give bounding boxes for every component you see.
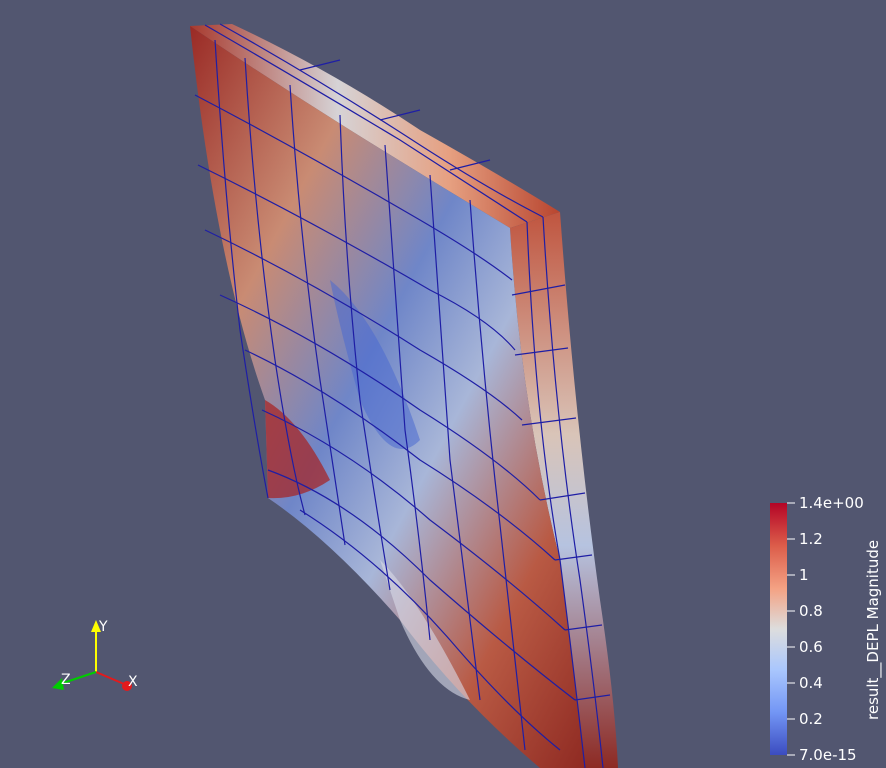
scalar-bar-title: result__DEPL Magnitude — [864, 540, 883, 720]
scalar-bar-tick-label: 1.2 — [799, 530, 823, 548]
scalar-bar-gradient — [770, 503, 787, 755]
mesh-top-edges — [204, 23, 544, 223]
scalar-bar-tick-label: 1 — [799, 566, 809, 584]
x-axis-arrow-icon — [122, 681, 132, 691]
deformed-mesh[interactable] — [190, 23, 618, 768]
scalar-bar-tick-label: 7.0e-15 — [799, 746, 857, 764]
mesh-shade-red-left — [265, 400, 330, 499]
scalar-bar[interactable]: 1.4e+00 1.2 1 0.8 0.6 0.4 0.2 7.0e-15 re… — [770, 494, 883, 764]
scalar-bar-ticks — [787, 502, 795, 756]
scalar-bar-tick-label: 0.8 — [799, 602, 823, 620]
z-axis-label: Z — [61, 672, 71, 688]
mesh-top-face — [190, 24, 560, 228]
z-axis-arrow-icon — [52, 678, 64, 690]
scalar-bar-tick-label: 0.2 — [799, 710, 823, 728]
mesh-edges — [194, 39, 576, 751]
y-axis-arrow-icon — [91, 620, 101, 632]
mesh-shade-white-bottom — [380, 560, 470, 700]
scalar-bar-tick-label: 0.6 — [799, 638, 823, 656]
orientation-axes-widget: Y X Z — [52, 619, 138, 691]
scalar-bar-tick-label: 1.4e+00 — [799, 494, 864, 512]
scalar-bar-tick-label: 0.4 — [799, 674, 823, 692]
z-axis-line — [59, 671, 97, 685]
mesh-side-face — [510, 212, 618, 768]
y-axis-label: Y — [98, 619, 108, 635]
x-axis-label: X — [128, 674, 138, 690]
x-axis-line — [95, 671, 125, 685]
mesh-side-edges — [511, 216, 611, 768]
